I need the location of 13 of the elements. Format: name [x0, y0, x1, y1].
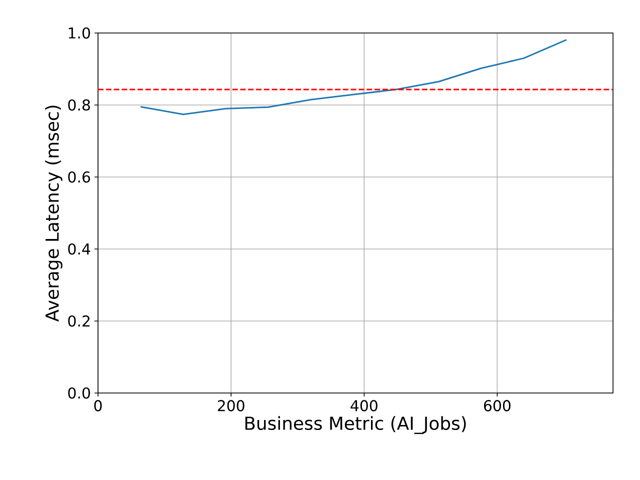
y-tick-label: 0.0 — [68, 387, 90, 399]
y-tick-label: 0.4 — [68, 243, 90, 255]
y-tick-label: 0.6 — [68, 171, 90, 183]
y-axis-title: Average Latency (msec) — [45, 106, 62, 322]
x-axis-title: Business Metric (AI_Jobs) — [245, 416, 466, 434]
x-tick-label: 0 — [94, 400, 102, 412]
x-tick-label: 200 — [218, 400, 244, 412]
line-series — [140, 39, 568, 116]
y-tick-label: 0.8 — [68, 99, 90, 111]
x-tick-label: 400 — [350, 400, 378, 412]
y-tick-label: 0.2 — [68, 315, 90, 327]
x-tick-label: 600 — [484, 400, 510, 412]
y-tick-label: 1.0 — [68, 27, 90, 39]
